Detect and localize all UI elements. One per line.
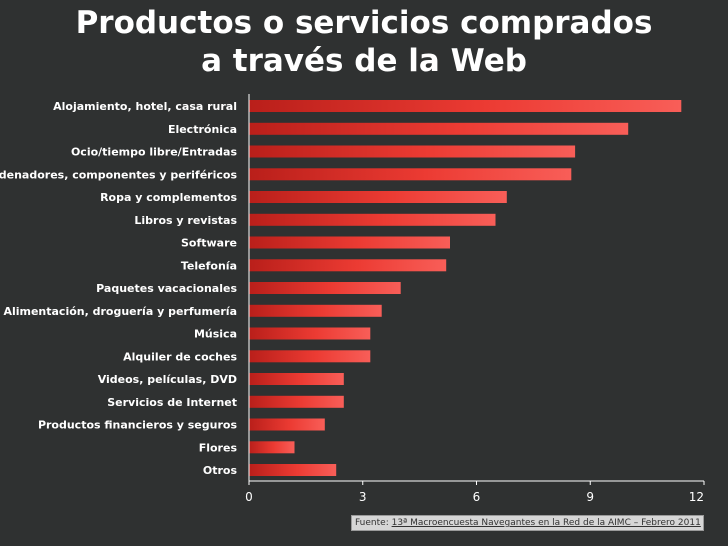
- bar-6: [249, 236, 450, 249]
- category-label-6: Software: [181, 237, 237, 250]
- bar-13: [249, 395, 344, 408]
- category-label-9: Alimentación, droguería y perfumería: [3, 305, 237, 318]
- bars-group: [249, 100, 682, 476]
- bar-3: [249, 168, 572, 181]
- x-tick-label-2: 6: [473, 490, 481, 504]
- category-label-7: Telefonía: [181, 259, 237, 272]
- category-label-10: Música: [194, 328, 237, 341]
- category-label-1: Electrónica: [168, 123, 237, 136]
- bar-4: [249, 191, 507, 203]
- category-label-2: Ocio/tiempo libre/Entradas: [71, 146, 237, 159]
- category-label-0: Alojamiento, hotel, casa rural: [53, 100, 237, 113]
- bar-1: [249, 122, 629, 135]
- x-tick-label-3: 9: [586, 490, 594, 504]
- category-label-16: Otros: [203, 464, 238, 477]
- bar-14: [249, 418, 325, 431]
- category-label-13: Servicios de Internet: [107, 396, 237, 409]
- source-note: Fuente: 13ª Macroencuesta Navegantes en …: [351, 515, 704, 531]
- category-label-4: Ropa y complementos: [100, 191, 237, 204]
- x-axis: 0 3 6 9 12: [245, 94, 705, 504]
- source-prefix: Fuente:: [355, 518, 392, 528]
- category-label-3: Ordenadores, componentes y periféricos: [0, 168, 237, 181]
- bar-10: [249, 327, 371, 340]
- category-label-11: Alquiler de coches: [123, 350, 237, 363]
- bar-7: [249, 259, 447, 272]
- bar-8: [249, 282, 401, 294]
- x-tick-label-4: 12: [689, 490, 704, 504]
- category-label-15: Flores: [199, 441, 238, 454]
- bar-2: [249, 145, 576, 158]
- source-link[interactable]: 13ª Macroencuesta Navegantes en la Red d…: [391, 518, 701, 528]
- bar-chart: Alojamiento, hotel, casa rural Electrónic…: [0, 94, 705, 504]
- bar-12: [249, 373, 344, 385]
- chart-title-line-2: a través de la Web: [201, 43, 527, 79]
- bar-0: [249, 100, 682, 112]
- x-tick-label-1: 3: [359, 490, 367, 504]
- category-label-14: Productos financieros y seguros: [38, 419, 238, 432]
- bar-11: [249, 350, 371, 363]
- bar-16: [249, 464, 337, 476]
- category-label-8: Paquetes vacacionales: [96, 282, 237, 295]
- chart-title: Productos o servicios comprados a través…: [0, 4, 728, 80]
- bar-15: [249, 441, 295, 454]
- bar-5: [249, 213, 496, 226]
- chart-title-line-1: Productos o servicios comprados: [75, 5, 653, 41]
- category-label-12: Videos, películas, DVD: [98, 373, 237, 386]
- category-label-5: Libros y revistas: [134, 214, 237, 227]
- category-labels: Alojamiento, hotel, casa rural Electrónic…: [0, 100, 237, 477]
- x-tick-label-0: 0: [245, 490, 253, 504]
- bar-9: [249, 304, 382, 317]
